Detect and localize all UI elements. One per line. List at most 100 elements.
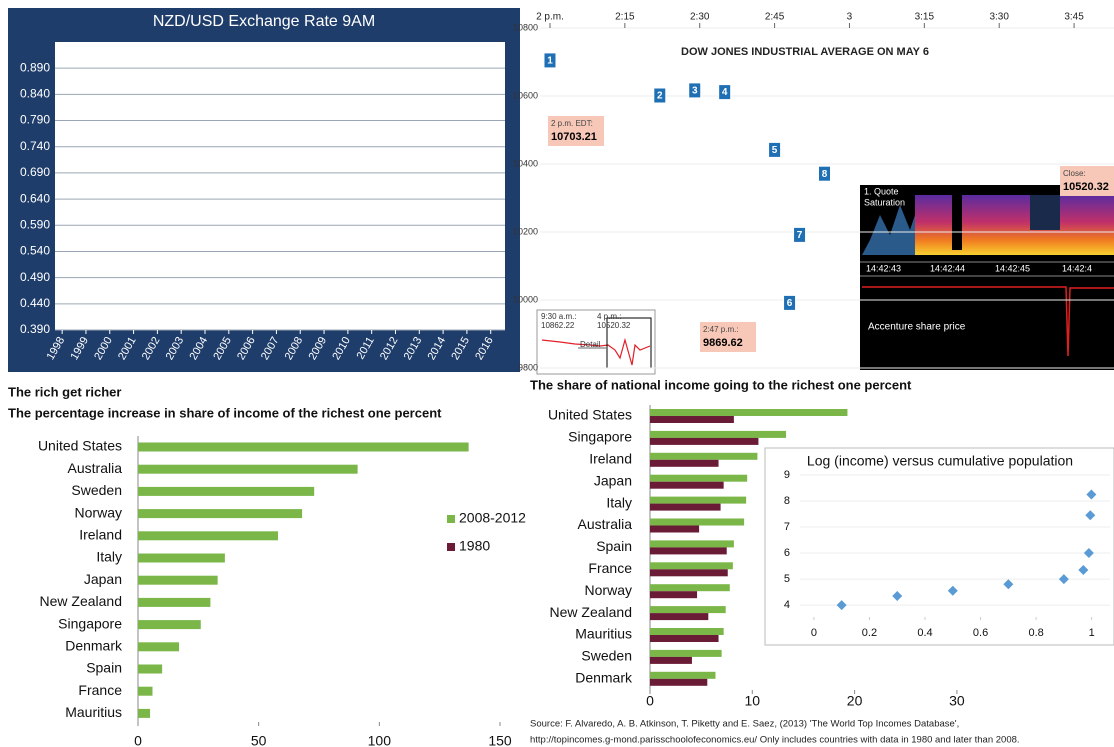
scatter-panel <box>764 447 1114 646</box>
legend-label: 1980 <box>459 538 490 554</box>
quote-text: 14:42:44 <box>930 263 965 273</box>
x-tick-label: 0 <box>134 733 142 747</box>
y-tick-label: 9800 <box>518 362 538 372</box>
category-label: Sweden <box>581 648 632 664</box>
callout-label: 2:47 p.m.: <box>703 325 739 334</box>
event-marker-label: 3 <box>692 86 698 97</box>
event-marker-label: 4 <box>722 87 728 98</box>
data-point <box>947 585 958 596</box>
category-label: Norway <box>585 582 632 598</box>
bar <box>138 531 278 541</box>
callout-label: 2 p.m. EDT: <box>551 119 593 128</box>
category-label: Norway <box>75 504 122 520</box>
quote-text: 14:42:45 <box>995 263 1030 273</box>
category-label: France <box>78 682 122 698</box>
x-tick-label: 1 <box>1089 627 1095 639</box>
x-tick-label: 150 <box>488 733 512 747</box>
category-label: Singapore <box>568 429 632 445</box>
event-marker-label: 5 <box>772 145 778 156</box>
data-point <box>1003 579 1014 590</box>
callout-label: Close: <box>1063 169 1086 178</box>
y-tick-label: 6 <box>784 547 790 559</box>
bar <box>650 606 726 614</box>
bar <box>650 430 787 438</box>
dow-small-inset <box>536 309 656 375</box>
y-tick-label: 0.790 <box>20 113 50 127</box>
category-label: Singapore <box>58 615 122 631</box>
bar <box>650 409 848 416</box>
callout-value: 9869.62 <box>703 337 743 349</box>
bar <box>650 452 758 460</box>
bar <box>650 518 745 526</box>
chart-title: Log (income) versus cumulative populatio… <box>807 453 1073 469</box>
bar <box>650 481 724 489</box>
quote-text: Accenture share price <box>868 322 966 333</box>
category-label: United States <box>548 407 632 423</box>
x-tick-label: 2:30 <box>690 12 710 23</box>
x-tick-label: 0.6 <box>973 627 988 639</box>
callout-value: 10520.32 <box>1063 181 1109 193</box>
chart-title: NZD/USD Exchange Rate 9AM <box>153 13 375 30</box>
legend-label: 2008-2012 <box>459 510 526 526</box>
x-tick-label: 3:30 <box>989 12 1009 23</box>
bar <box>650 635 719 642</box>
y-tick-label: 4 <box>784 599 790 611</box>
data-point <box>836 600 847 611</box>
quote-panel <box>860 185 1114 370</box>
category-label: France <box>588 560 632 576</box>
x-tick-label: 0 <box>646 693 654 709</box>
bar <box>650 540 734 548</box>
y-tick-label: 0.740 <box>20 139 50 153</box>
bar <box>138 553 225 563</box>
saturation-band <box>915 195 1114 255</box>
callout-box <box>1060 166 1114 196</box>
event-marker <box>543 52 557 69</box>
y-tick-label: 0.640 <box>20 191 50 205</box>
bar <box>650 649 722 657</box>
x-tick-label: 2 p.m. <box>536 12 564 23</box>
event-marker <box>688 82 702 99</box>
category-label: Japan <box>594 472 632 488</box>
category-label: Spain <box>596 538 632 554</box>
bar <box>138 664 163 674</box>
data-point <box>1058 574 1069 585</box>
y-tick-label: 9 <box>784 469 790 481</box>
source-note: http://topincomes.g-mond.parisschoolofec… <box>530 735 1020 746</box>
x-tick-label: 10 <box>745 693 761 709</box>
event-marker-label: 8 <box>822 169 828 180</box>
category-label: New Zealand <box>550 604 633 620</box>
event-marker-label: 7 <box>797 230 803 241</box>
x-tick-label: 3:15 <box>915 12 935 23</box>
bar <box>650 562 733 570</box>
bar <box>650 547 727 555</box>
category-label: United States <box>38 438 122 454</box>
y-tick-label: 8 <box>784 495 790 507</box>
nzd-plot-area <box>55 42 505 330</box>
data-point <box>892 590 903 601</box>
bar <box>138 509 303 519</box>
legend-swatch <box>447 543 455 551</box>
source-note: Source: F. Alvaredo, A. B. Atkinson, T. … <box>530 719 959 730</box>
saturation-left <box>862 205 915 255</box>
y-tick-label: 10200 <box>513 226 538 236</box>
bar <box>650 613 709 621</box>
y-tick-label: 7 <box>784 521 790 533</box>
event-marker <box>768 141 782 158</box>
bar <box>138 464 358 474</box>
category-label: Japan <box>84 571 122 587</box>
x-tick-label: 3:45 <box>1064 12 1084 23</box>
category-label: Australia <box>68 460 123 476</box>
data-point <box>1083 548 1094 559</box>
category-label: Italy <box>606 494 632 510</box>
bar <box>650 671 716 679</box>
category-label: Australia <box>578 516 633 532</box>
y-tick-label: 0.690 <box>20 165 50 179</box>
bar <box>138 575 218 585</box>
quote-text: 1. Quote <box>864 186 899 196</box>
bar <box>650 678 708 686</box>
event-marker <box>718 84 732 101</box>
inset-text: 9:30 a.m.: <box>541 312 577 321</box>
y-tick-label: 10600 <box>513 90 538 100</box>
y-tick-label: 0.840 <box>20 87 50 101</box>
x-tick-label: 20 <box>847 693 863 709</box>
